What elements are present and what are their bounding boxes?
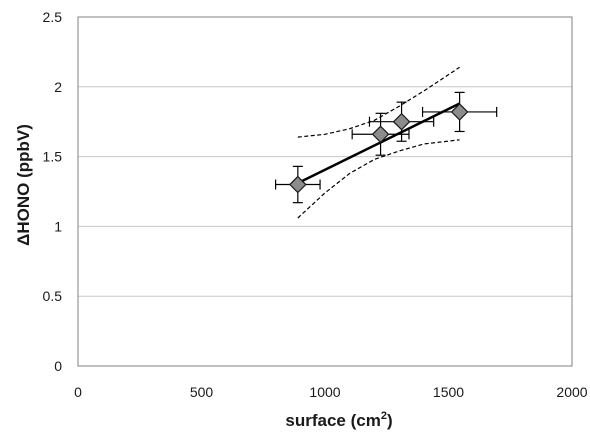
- data-point-2: [392, 112, 411, 131]
- y-tick-label-4: 2: [54, 79, 62, 95]
- grid-lines: [78, 86, 572, 297]
- y-tick-labels: 0 0.5 1 1.5 2 2.5: [43, 9, 63, 374]
- x-tick-labels: 0 500 1000 1500 2000: [74, 384, 588, 400]
- x-tick-label-4: 2000: [556, 384, 587, 400]
- x-tick-label-3: 1500: [433, 384, 464, 400]
- plot-area: [77, 16, 573, 367]
- y-tick-label-3: 1.5: [43, 149, 63, 165]
- regression-line-group: [297, 102, 461, 185]
- x-axis-title: surface (cm2): [285, 410, 392, 430]
- confidence-upper-line: [297, 66, 460, 138]
- y-tick-label-5: 2.5: [43, 9, 63, 25]
- data-point-3: [450, 103, 469, 121]
- data-point-0: [288, 175, 307, 194]
- confidence-band: [297, 66, 460, 219]
- x-tick-label-1: 500: [190, 384, 214, 400]
- data-points: [288, 103, 469, 194]
- y-tick-label-1: 0.5: [43, 288, 63, 304]
- y-axis-title: ΔHONO (ppbV): [14, 124, 33, 246]
- y-tick-label-0: 0: [54, 358, 62, 374]
- confidence-lower-line: [297, 139, 460, 219]
- data-point-1: [371, 125, 390, 144]
- x-tick-label-0: 0: [74, 384, 82, 400]
- y-tick-label-2: 1: [54, 218, 62, 234]
- regression-line: [297, 102, 461, 185]
- x-tick-label-2: 1000: [309, 384, 340, 400]
